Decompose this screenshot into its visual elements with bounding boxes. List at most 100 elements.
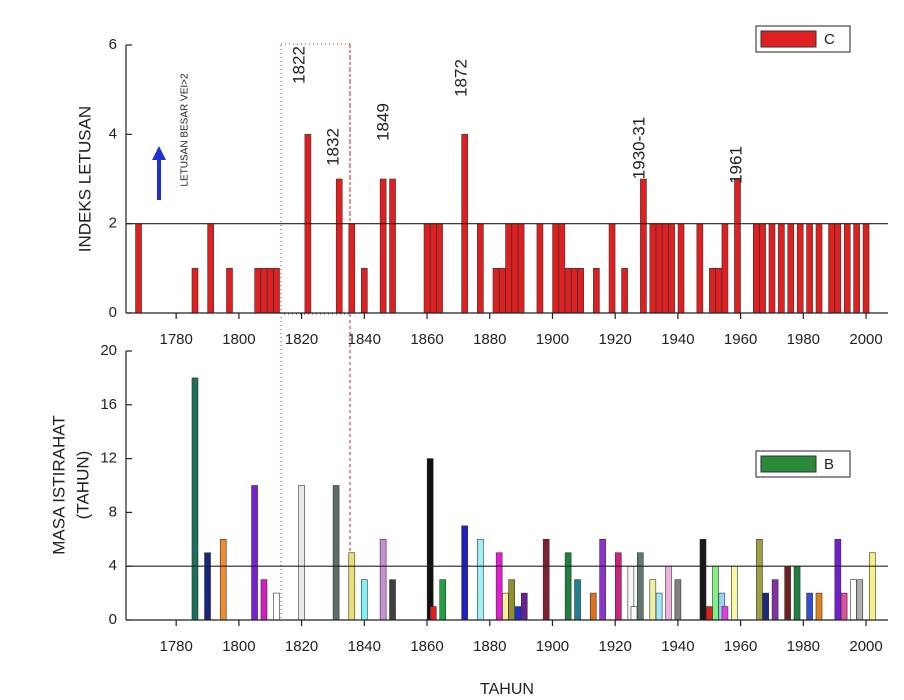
y-axis-label: (TAHUN) xyxy=(73,451,92,520)
bar xyxy=(705,606,713,621)
bar xyxy=(630,606,638,621)
bar xyxy=(731,565,738,621)
bar xyxy=(608,223,616,314)
bar xyxy=(759,223,766,314)
bar xyxy=(260,268,268,314)
bar xyxy=(423,223,431,314)
bar xyxy=(734,178,741,314)
bar xyxy=(806,592,813,621)
bar xyxy=(514,606,522,621)
bar xyxy=(379,538,387,621)
x-tick-label: 1860 xyxy=(410,331,443,348)
legend-label: B xyxy=(824,456,834,473)
bar xyxy=(599,538,606,621)
x-tick-label: 1900 xyxy=(536,638,569,655)
bar xyxy=(191,268,199,314)
bar xyxy=(668,223,675,314)
legend-swatch xyxy=(760,30,817,48)
x-tick-label: 1880 xyxy=(473,638,506,655)
bar xyxy=(828,223,835,314)
bar xyxy=(677,223,685,314)
y-tick-label: 4 xyxy=(109,125,117,142)
bar xyxy=(348,223,356,314)
bar xyxy=(191,377,199,621)
x-tick-label: 1840 xyxy=(348,638,381,655)
bar xyxy=(649,579,657,621)
x-tick-label: 1980 xyxy=(787,331,820,348)
y-tick-label: 0 xyxy=(109,611,117,628)
bar xyxy=(577,268,584,314)
bar xyxy=(564,552,572,621)
bar xyxy=(665,565,672,621)
bar xyxy=(856,579,864,621)
x-tick-label: 1980 xyxy=(787,638,820,655)
bar xyxy=(662,223,669,314)
bar xyxy=(806,223,813,314)
bar xyxy=(511,223,519,314)
x-tick-label: 1940 xyxy=(661,638,694,655)
x-tick-label: 2000 xyxy=(849,638,882,655)
bar xyxy=(636,552,644,621)
bar xyxy=(834,223,842,314)
x-tick-label: 2000 xyxy=(849,331,882,348)
x-tick-label: 1800 xyxy=(222,331,255,348)
bar xyxy=(571,268,578,314)
x-axis-label: TAHUN xyxy=(480,681,534,698)
bar xyxy=(621,268,628,314)
y-tick-label: 6 xyxy=(109,36,117,53)
bar xyxy=(784,565,791,621)
y-tick-label: 4 xyxy=(109,557,117,574)
bar xyxy=(492,268,500,314)
bar xyxy=(558,223,566,314)
bar xyxy=(564,268,572,314)
bar xyxy=(477,538,484,621)
bar xyxy=(721,606,729,621)
bar xyxy=(721,223,729,314)
x-tick-label: 1940 xyxy=(661,331,694,348)
bar xyxy=(389,178,396,314)
bar xyxy=(219,538,227,621)
x-tick-label: 1920 xyxy=(598,638,631,655)
bar xyxy=(574,579,581,621)
bar xyxy=(260,579,268,621)
bar xyxy=(655,592,663,621)
bar xyxy=(502,592,509,621)
y-axis-label: INDEKS LETUSAN xyxy=(75,106,94,252)
bar xyxy=(520,592,528,621)
x-tick-label: 1860 xyxy=(410,638,443,655)
bar xyxy=(226,268,233,314)
x-tick-label: 1820 xyxy=(285,331,318,348)
annotation: 1822 xyxy=(289,46,308,84)
annotation: 1849 xyxy=(373,103,392,141)
bar xyxy=(778,223,785,314)
legend-swatch xyxy=(760,455,817,473)
bar xyxy=(815,223,823,314)
bar xyxy=(655,223,663,314)
bar xyxy=(439,579,447,621)
bar xyxy=(768,223,776,314)
arrow-head xyxy=(152,146,166,160)
annotation: 1930-31 xyxy=(629,117,648,179)
bar xyxy=(793,565,801,621)
bar xyxy=(853,223,860,314)
bar xyxy=(840,592,848,621)
bar xyxy=(834,538,842,621)
bar xyxy=(389,579,396,621)
annotation: 1872 xyxy=(451,59,470,97)
bar xyxy=(495,552,503,621)
bar xyxy=(699,538,707,621)
bar xyxy=(461,525,468,621)
bar xyxy=(273,268,280,314)
bar xyxy=(254,268,262,314)
bar xyxy=(135,223,142,314)
y-tick-label: 20 xyxy=(100,342,117,359)
x-tick-label: 1960 xyxy=(724,331,757,348)
bar xyxy=(498,268,506,314)
annotation: 1961 xyxy=(726,146,745,184)
bar xyxy=(508,579,516,621)
bar xyxy=(552,223,559,314)
x-tick-label: 1780 xyxy=(159,331,192,348)
bar xyxy=(251,485,258,621)
x-tick-label: 1840 xyxy=(348,331,381,348)
